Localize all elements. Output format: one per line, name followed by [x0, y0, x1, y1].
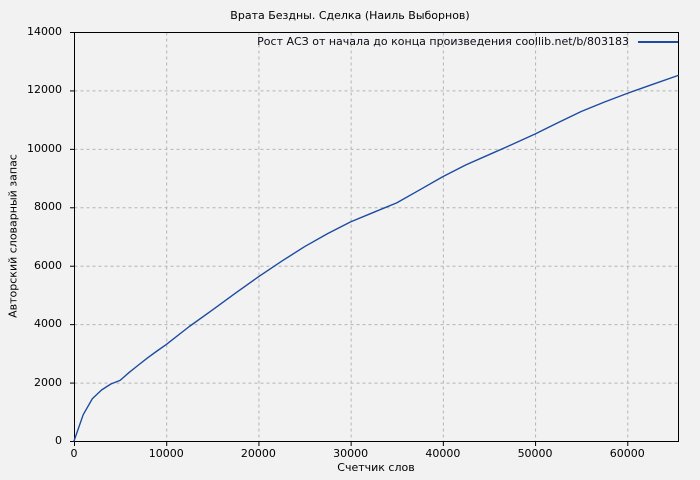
plot-border [74, 32, 679, 442]
y-axis-title: Авторский словарный запас [6, 154, 20, 318]
legend: Рост АСЗ от начала до конца произведения… [257, 35, 678, 48]
legend-series-label: Рост АСЗ от начала до конца произведения… [257, 35, 629, 48]
y-tick-label: 4000 [34, 317, 62, 331]
y-tick-label: 6000 [34, 258, 62, 272]
x-tick-label: 60000 [609, 447, 645, 460]
data-series-line [73, 74, 679, 442]
y-tick-label: 8000 [34, 200, 62, 214]
y-tick-label: 2000 [34, 375, 62, 389]
x-tick-label: 20000 [240, 447, 276, 460]
y-tick-label: 14000 [27, 25, 62, 38]
legend-line-sample-icon [638, 40, 678, 43]
x-tick-label: 30000 [333, 447, 369, 460]
x-tick-label: 50000 [517, 447, 553, 460]
y-tick-label: 0 [55, 434, 62, 447]
y-tick-label: 12000 [27, 83, 62, 97]
chart-title: Врата Бездны. Сделка (Наиль Выборнов) [230, 9, 470, 22]
y-tick-label: 10000 [27, 141, 62, 155]
x-tick-label: 40000 [425, 447, 461, 460]
x-tick-label: 10000 [148, 447, 184, 460]
x-axis-title: Счетчик слов [337, 461, 415, 474]
x-tick-label: 0 [70, 447, 78, 460]
